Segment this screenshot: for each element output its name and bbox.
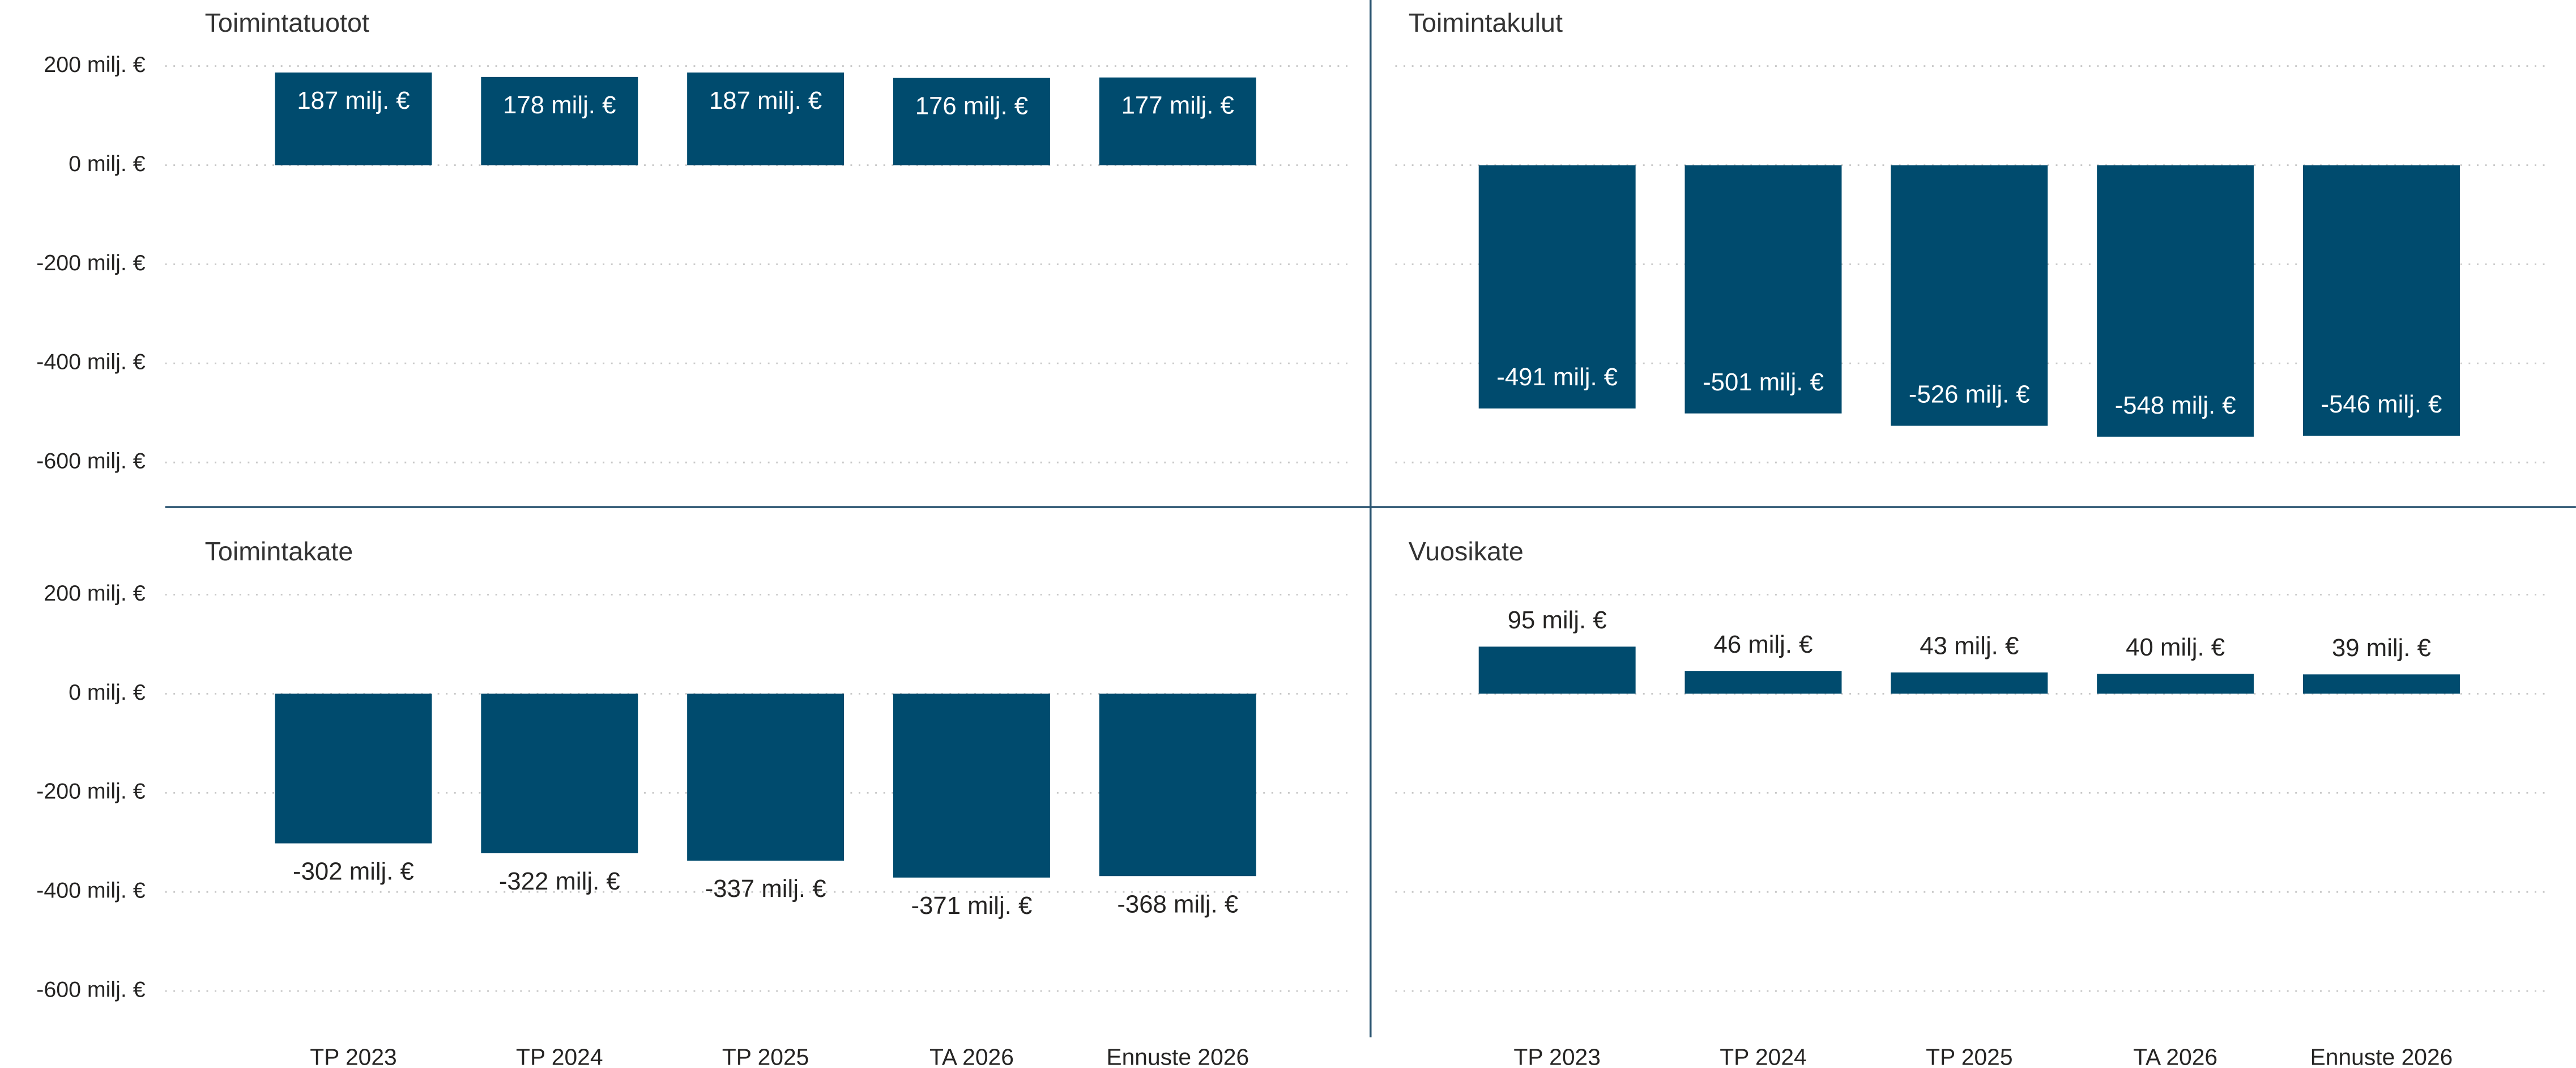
data-label: -368 milj. € bbox=[1117, 890, 1238, 918]
bar bbox=[275, 693, 432, 844]
y-tick-label: -600 milj. € bbox=[36, 977, 146, 1002]
bar bbox=[893, 693, 1050, 878]
data-label: 40 milj. € bbox=[2126, 633, 2225, 661]
data-label: 176 milj. € bbox=[915, 92, 1028, 120]
y-tick-label: 200 milj. € bbox=[44, 52, 145, 77]
data-label: 46 milj. € bbox=[1714, 631, 1813, 658]
data-label: -371 milj. € bbox=[911, 892, 1033, 920]
x-tick-label: Ennuste 2026 bbox=[2310, 1044, 2453, 1068]
bar bbox=[1684, 671, 1842, 694]
y-tick-label: -200 milj. € bbox=[36, 250, 146, 275]
data-label: 178 milj. € bbox=[503, 91, 616, 119]
chart-title: Toimintatuotot bbox=[205, 8, 369, 37]
x-tick-label: TP 2024 bbox=[1720, 1044, 1807, 1068]
data-label: -491 milj. € bbox=[1496, 363, 1618, 391]
bar bbox=[1478, 165, 1636, 409]
y-tick-label: 0 milj. € bbox=[69, 151, 146, 176]
y-tick-label: 0 milj. € bbox=[69, 680, 146, 705]
bar bbox=[2303, 165, 2460, 436]
bar bbox=[687, 72, 845, 165]
bar bbox=[2303, 674, 2460, 694]
bar bbox=[1478, 646, 1636, 694]
x-tick-label: Ennuste 2026 bbox=[1106, 1044, 1249, 1068]
data-label: -337 milj. € bbox=[705, 875, 826, 903]
y-tick-label: 200 milj. € bbox=[44, 581, 145, 606]
bar bbox=[1099, 77, 1256, 165]
x-tick-label: TA 2026 bbox=[929, 1044, 1014, 1068]
y-tick-label: -600 milj. € bbox=[36, 449, 146, 474]
data-label: 187 milj. € bbox=[709, 87, 822, 114]
chart-title: Toimintakate bbox=[205, 537, 353, 566]
data-label: 43 milj. € bbox=[1920, 632, 2019, 660]
data-label: 187 milj. € bbox=[297, 87, 410, 114]
x-tick-label: TP 2024 bbox=[516, 1044, 603, 1068]
data-label: -546 milj. € bbox=[2321, 390, 2442, 418]
data-label: 39 milj. € bbox=[2332, 634, 2431, 662]
data-label: -501 milj. € bbox=[1703, 368, 1824, 396]
bar bbox=[687, 693, 845, 861]
bar bbox=[893, 78, 1050, 165]
x-tick-label: TP 2025 bbox=[1926, 1044, 2013, 1068]
bar bbox=[481, 76, 638, 165]
bar bbox=[2097, 674, 2254, 694]
chart-title: Toimintakulut bbox=[1409, 8, 1563, 37]
data-label: -548 milj. € bbox=[2115, 392, 2236, 419]
data-label: -526 milj. € bbox=[1909, 381, 2030, 409]
bar bbox=[1099, 693, 1256, 876]
bar bbox=[2097, 165, 2254, 437]
bar bbox=[1891, 165, 2048, 426]
bar bbox=[275, 72, 432, 165]
bar bbox=[1891, 672, 2048, 694]
x-tick-label: TP 2023 bbox=[310, 1044, 397, 1068]
data-label: 177 milj. € bbox=[1121, 92, 1234, 120]
data-label: -302 milj. € bbox=[293, 858, 414, 886]
x-tick-label: TP 2025 bbox=[722, 1044, 809, 1068]
chart-title: Vuosikate bbox=[1409, 537, 1524, 566]
bar bbox=[1684, 165, 1842, 414]
y-tick-label: -400 milj. € bbox=[36, 350, 146, 375]
y-tick-label: -400 milj. € bbox=[36, 878, 146, 903]
data-label: -322 milj. € bbox=[499, 867, 620, 895]
x-tick-label: TA 2026 bbox=[2133, 1044, 2217, 1068]
data-label: 95 milj. € bbox=[1508, 606, 1607, 634]
x-tick-label: TP 2023 bbox=[1513, 1044, 1601, 1068]
bar bbox=[481, 693, 638, 854]
y-tick-label: -200 milj. € bbox=[36, 779, 146, 804]
